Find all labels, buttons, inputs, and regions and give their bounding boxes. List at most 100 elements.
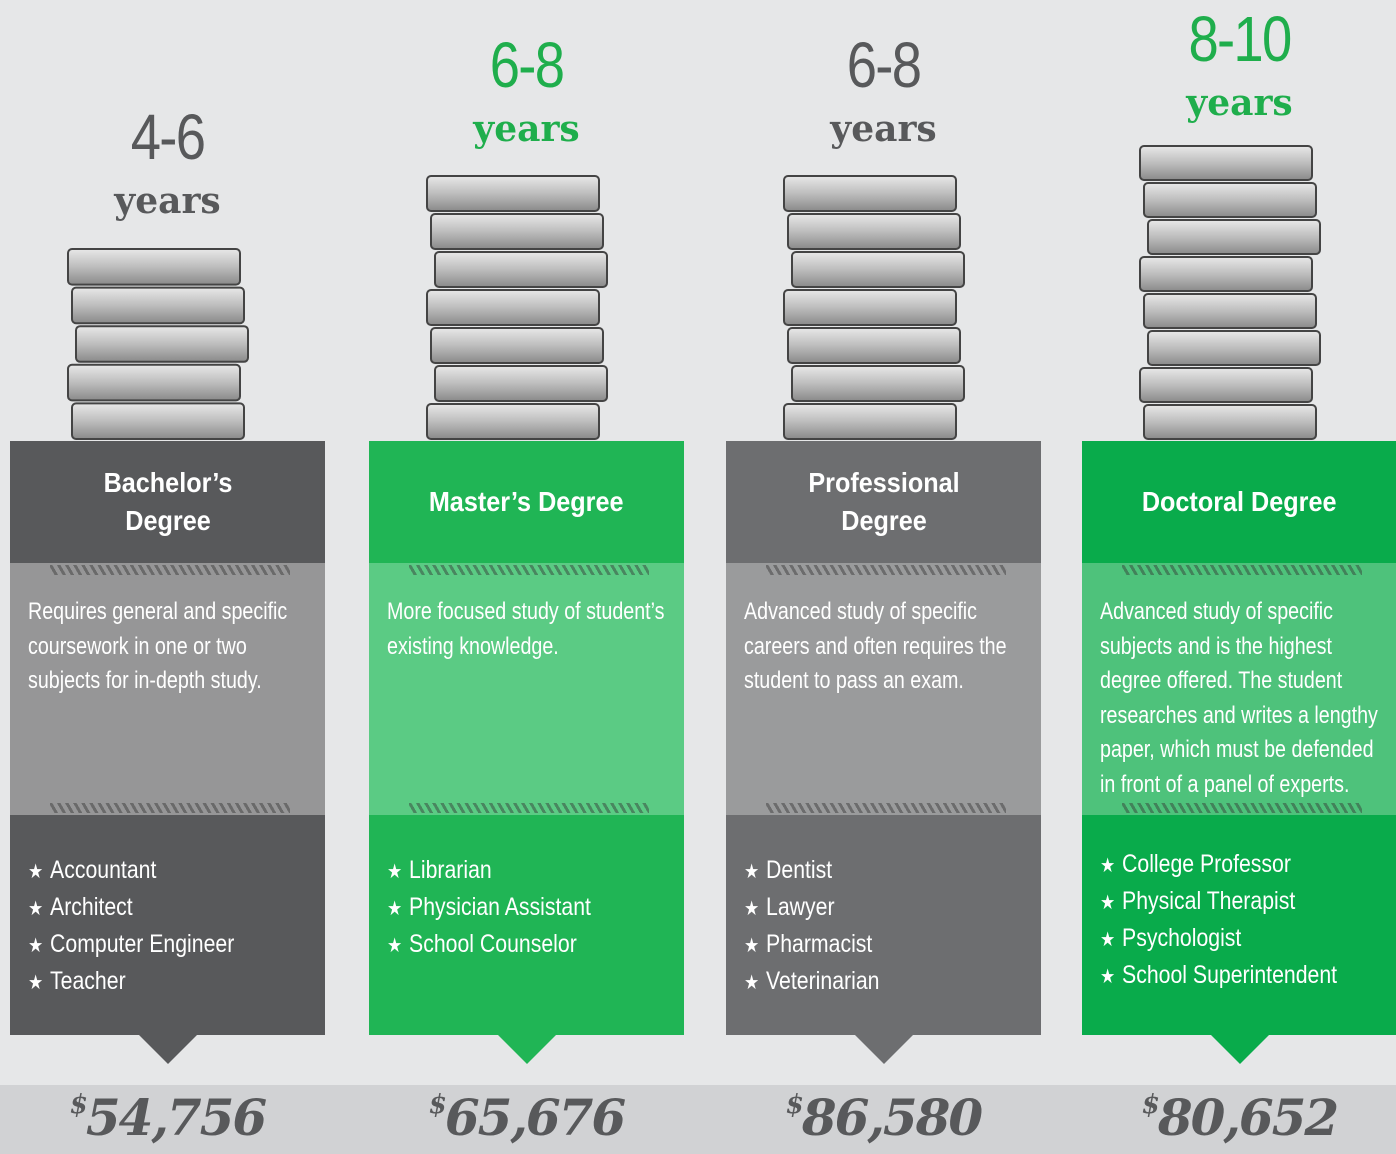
pointer bbox=[1210, 1034, 1270, 1064]
book bbox=[791, 365, 965, 402]
years-range: 4-6 bbox=[130, 101, 206, 173]
star: ★ bbox=[744, 898, 760, 920]
book bbox=[430, 213, 604, 250]
hatch bbox=[1122, 565, 1362, 575]
career-item: ★ Architect bbox=[28, 890, 330, 927]
degree-title: Bachelor’s Degree bbox=[103, 467, 232, 536]
degree-header: Master’s Degree bbox=[369, 441, 684, 563]
career-list: ★ Accountant ★ Architect ★ Computer Engineer ★… bbox=[28, 853, 330, 1001]
star: ★ bbox=[744, 935, 760, 957]
book bbox=[67, 248, 241, 286]
years-range: 6-8 bbox=[489, 29, 565, 101]
hatch bbox=[409, 803, 649, 813]
salary: $86,580 bbox=[726, 1088, 1041, 1147]
book bbox=[787, 327, 961, 364]
years-range: 6-8 bbox=[846, 29, 922, 101]
degree-column: 6-8 years Professional Degree Advanced stud… bbox=[726, 0, 1041, 1154]
hatch bbox=[766, 565, 1006, 575]
salary-amount: 54,756 bbox=[85, 1088, 267, 1147]
star: ★ bbox=[28, 898, 44, 920]
career-name: Veterinarian bbox=[766, 967, 880, 995]
book-stack bbox=[783, 175, 965, 440]
career-item: ★ School Superintendent bbox=[1100, 958, 1396, 995]
star: ★ bbox=[1100, 855, 1116, 877]
career-name: Computer Engineer bbox=[50, 930, 235, 958]
career-item: ★ Accountant bbox=[28, 853, 330, 890]
career-name: Librarian bbox=[409, 856, 492, 884]
career-name: Physical Therapist bbox=[1122, 887, 1296, 915]
salary-symbol: $ bbox=[1141, 1090, 1160, 1120]
book bbox=[1147, 330, 1321, 366]
star: ★ bbox=[1100, 966, 1116, 988]
star: ★ bbox=[1100, 892, 1116, 914]
star: ★ bbox=[28, 972, 44, 994]
degree-title: Master’s Degree bbox=[429, 486, 624, 517]
career-item: ★ Dentist bbox=[744, 853, 1046, 890]
book bbox=[434, 365, 608, 402]
career-item: ★ Pharmacist bbox=[744, 927, 1046, 964]
career-name: Dentist bbox=[766, 856, 833, 884]
book bbox=[67, 363, 241, 402]
star: ★ bbox=[387, 935, 403, 957]
career-item: ★ Physical Therapist bbox=[1100, 884, 1396, 921]
book-stack bbox=[1139, 145, 1321, 440]
career-name: Teacher bbox=[50, 967, 126, 995]
star: ★ bbox=[744, 861, 760, 883]
book bbox=[75, 325, 249, 363]
description-panel: Requires general and specific coursework… bbox=[10, 563, 325, 815]
star: ★ bbox=[28, 935, 44, 957]
book bbox=[783, 175, 957, 212]
hatch bbox=[50, 803, 290, 813]
description-panel: Advanced study of specific subjects and … bbox=[1082, 563, 1396, 815]
book-stack bbox=[67, 248, 249, 440]
degree-column: 8-10 years Doctoral Degree Advanced study o… bbox=[1082, 0, 1396, 1154]
career-name: School Counselor bbox=[409, 930, 577, 958]
career-list: ★ Dentist ★ Lawyer ★ Pharmacist ★ Veterinarian bbox=[744, 853, 1046, 1001]
years-range: 8-10 bbox=[1188, 3, 1292, 75]
years-unit: years bbox=[114, 180, 221, 222]
book bbox=[426, 175, 600, 212]
book bbox=[783, 289, 957, 326]
salary-band bbox=[0, 1085, 1396, 1154]
careers-panel: ★ Librarian ★ Physician Assistant ★ School Co… bbox=[369, 803, 684, 1035]
career-name: Pharmacist bbox=[766, 930, 873, 958]
salary-symbol: $ bbox=[69, 1090, 88, 1120]
hatch bbox=[50, 565, 290, 575]
career-item: ★ Teacher bbox=[28, 964, 330, 1001]
book bbox=[1139, 256, 1313, 292]
years-unit: years bbox=[830, 108, 937, 150]
career-name: Psychologist bbox=[1122, 924, 1242, 952]
book bbox=[1143, 182, 1317, 218]
career-list: ★ Librarian ★ Physician Assistant ★ School Co… bbox=[387, 853, 689, 964]
degree-column: 6-8 years Master’s Degree More focused stud… bbox=[369, 0, 684, 1154]
career-item: ★ School Counselor bbox=[387, 927, 689, 964]
book bbox=[783, 403, 957, 440]
book bbox=[1143, 293, 1317, 329]
career-item: ★ Psychologist bbox=[1100, 921, 1396, 958]
career-name: Architect bbox=[50, 893, 133, 921]
degree-title: Professional Degree bbox=[807, 467, 960, 536]
book bbox=[1143, 404, 1317, 440]
degree-header: Professional Degree bbox=[726, 441, 1041, 563]
description: More focused study of student’s existing… bbox=[387, 598, 665, 660]
hatch bbox=[409, 565, 649, 575]
star: ★ bbox=[387, 861, 403, 883]
years-unit: years bbox=[1186, 82, 1293, 124]
book bbox=[430, 327, 604, 364]
star: ★ bbox=[28, 861, 44, 883]
career-item: ★ Lawyer bbox=[744, 890, 1046, 927]
description-panel: More focused study of student’s existing… bbox=[369, 563, 684, 815]
book bbox=[426, 403, 600, 440]
description: Advanced study of specific subjects and … bbox=[1100, 598, 1378, 798]
description-panel: Advanced study of specific careers and o… bbox=[726, 563, 1041, 815]
career-item: ★ College Professor bbox=[1100, 847, 1396, 884]
book bbox=[426, 289, 600, 326]
pointer bbox=[854, 1034, 914, 1064]
degree-header: Doctoral Degree bbox=[1082, 441, 1396, 563]
salary-amount: 86,580 bbox=[801, 1088, 983, 1147]
salary: $54,756 bbox=[10, 1088, 325, 1147]
salary-symbol: $ bbox=[785, 1090, 804, 1120]
star: ★ bbox=[1100, 929, 1116, 951]
book bbox=[787, 213, 961, 250]
book bbox=[71, 402, 245, 440]
